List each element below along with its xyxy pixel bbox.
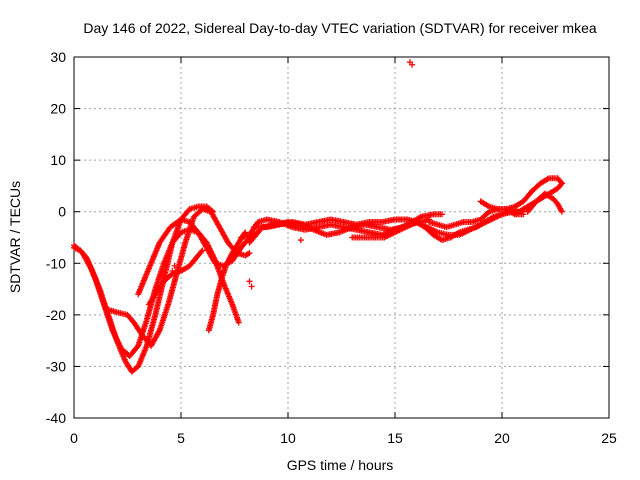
data-points	[71, 59, 565, 375]
y-tick-label: 20	[50, 101, 66, 117]
y-tick-label: -30	[46, 358, 66, 374]
series-arc-n	[524, 190, 565, 215]
series-arc-b	[71, 203, 217, 375]
x-tick-label: 10	[280, 430, 296, 446]
series-arc-h	[246, 211, 446, 246]
series-outliers	[169, 59, 416, 290]
y-tick-label: -40	[46, 410, 66, 426]
series-arc-f	[135, 216, 262, 298]
data-point	[558, 180, 565, 187]
data-point	[198, 248, 205, 255]
x-tick-label: 5	[177, 430, 185, 446]
data-point	[439, 211, 446, 218]
x-tick-label: 0	[70, 430, 78, 446]
data-point	[409, 61, 416, 68]
data-point	[248, 283, 255, 290]
x-tick-label: 20	[494, 430, 510, 446]
data-point	[520, 211, 527, 218]
data-point	[199, 247, 206, 254]
data-point	[169, 268, 176, 275]
data-point	[557, 181, 564, 188]
series-arc-d	[145, 247, 206, 308]
data-point	[246, 249, 253, 256]
data-point	[242, 229, 249, 236]
grid	[74, 57, 609, 418]
y-tick-label: 0	[58, 204, 66, 220]
x-tick-label: 15	[387, 430, 403, 446]
chart-title: Day 146 of 2022, Sidereal Day-to-day VTE…	[83, 20, 596, 36]
y-tick-label: 30	[50, 49, 66, 65]
plot-frame	[73, 56, 610, 419]
y-tick-label: 10	[50, 152, 66, 168]
y-axis-title: SDTVAR / TECUs	[7, 181, 23, 293]
data-point	[235, 319, 242, 326]
axis-ticks: 0 5 10 15 20 25 -40 -30 -20 -10 0 10 20 30	[46, 49, 617, 446]
data-point	[171, 262, 178, 269]
y-tick-label: -10	[46, 255, 66, 271]
data-point	[297, 237, 304, 244]
y-tick-label: -20	[46, 307, 66, 323]
series-arc-l	[477, 175, 565, 213]
x-axis-title: GPS time / hours	[287, 457, 394, 473]
data-point	[246, 278, 253, 285]
x-tick-label: 25	[601, 430, 617, 446]
data-point	[558, 208, 565, 215]
